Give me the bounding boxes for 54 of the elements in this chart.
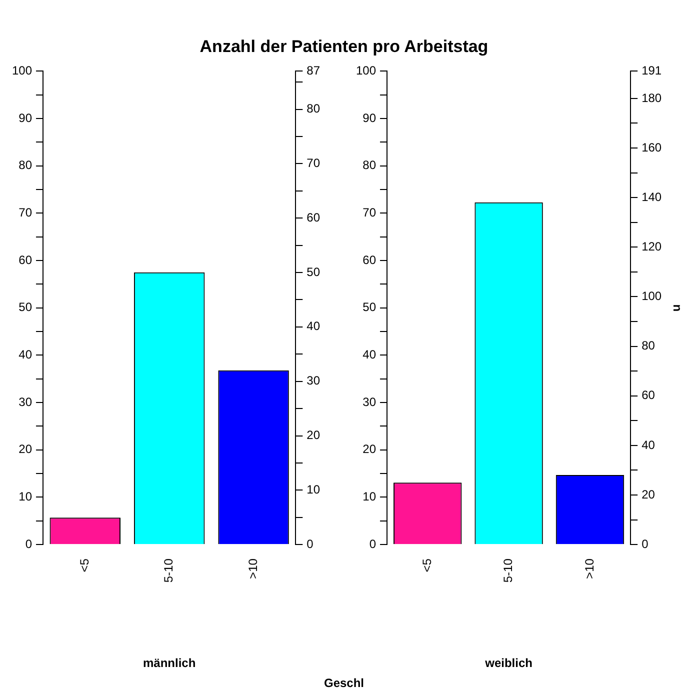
y2-tick-label: 20 [306,428,320,442]
y-tick-label: 70 [18,206,32,220]
x-axis-title: männlich [142,656,196,670]
x-tick-label: >10 [246,558,260,579]
y-tick-label: 100 [12,64,32,78]
y-tick-label: 10 [362,490,376,504]
x-axis-title: weiblich [484,656,532,670]
y2-tick-label: 40 [306,319,320,334]
y-tick-label: 30 [362,394,376,409]
y-tick-label: 10 [18,490,32,504]
x-tick-label: >10 [582,558,596,579]
y-tick-label: 90 [18,110,32,125]
y2-tick-label: 0 [306,536,314,551]
x-tick-label: <5 [420,558,434,572]
y2-tick-label: 180 [642,90,662,105]
y2-tick-label: 100 [642,289,662,304]
x-tick-label: 5-10 [162,558,176,583]
y-tick-label: 0 [369,536,376,551]
y-tick-label: 80 [18,158,32,172]
y-tick-label: 70 [362,206,376,220]
y-tick-label: 60 [18,252,32,267]
text: Geschl [322,676,366,690]
y2-tick-label: 50 [306,264,320,279]
y2-tick-label: 60 [306,210,320,224]
y2-tick-label: 10 [306,482,320,496]
y-tick-label: 20 [18,442,32,456]
y2-tick-label: 60 [642,388,656,402]
y-tick-label: 40 [362,348,376,362]
y-tick-label: 60 [362,252,376,267]
y2-tick-label: 87 [306,64,320,78]
y-tick-label: 20 [362,442,376,456]
y-tick-label: 0 [25,536,32,551]
y-tick-label: 30 [18,394,32,409]
y2-tick-label: 80 [306,102,320,116]
y2-tick-label: 80 [642,338,656,353]
y-tick-label: 40 [18,348,32,362]
y-tick-label: 100 [356,64,376,78]
y2-tick-label: 120 [642,239,662,254]
x-tick-label: 5-10 [501,558,516,583]
y-tick-label: 90 [362,110,376,125]
y2-tick-label: 0 [642,536,649,551]
y2-tick-label: 140 [642,190,662,204]
y2-tick-label: 70 [306,156,320,170]
y2-tick-label: 20 [642,487,656,502]
y2-tick-label: 30 [306,374,320,388]
y-tick-label: 80 [362,158,376,172]
x-tick-label: <5 [77,558,92,572]
y2-tick-label: 160 [642,140,662,154]
y2-tick-label: 40 [642,438,656,452]
y-tick-label: 50 [18,300,32,314]
text: Anzahl der Patienten pro Arbeitstag [198,37,490,57]
y-tick-label: 50 [362,300,376,314]
y2-tick-label: 191 [642,64,662,78]
y2-axis-title: n [670,304,684,312]
